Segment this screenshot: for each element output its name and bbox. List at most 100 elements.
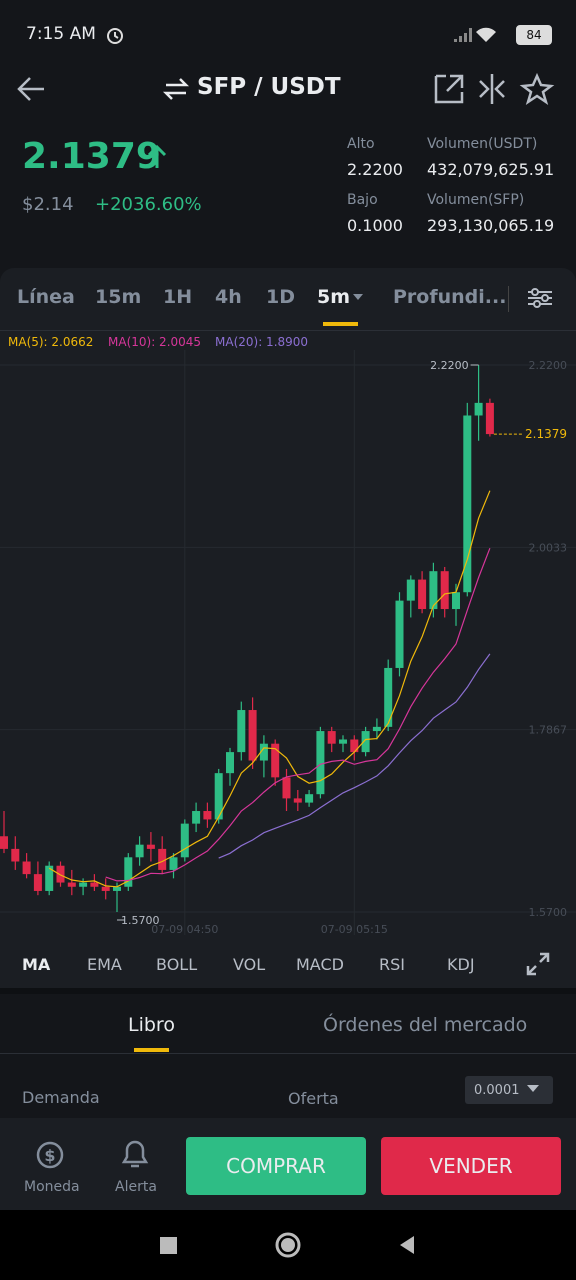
last-price: 2.1379 (22, 136, 161, 177)
candle-body (124, 857, 133, 887)
sell-button[interactable]: VENDER (381, 1137, 561, 1195)
candle-body (11, 848, 20, 862)
chart-panel (0, 268, 576, 988)
buy-button[interactable]: COMPRAR (186, 1137, 366, 1195)
candle-body (169, 857, 178, 870)
candle-body (305, 794, 314, 803)
swap-icon[interactable] (162, 76, 190, 102)
candle-body (192, 811, 201, 824)
stat-value: 432,079,625.91 (427, 160, 555, 179)
candle-body (406, 579, 415, 601)
up-arrow (147, 144, 167, 168)
interval-tab[interactable]: Línea (17, 286, 75, 308)
alert-label: Alerta (115, 1179, 157, 1195)
nav-buttons[interactable] (150, 1226, 420, 1264)
interval-tab[interactable]: 4h (215, 286, 242, 308)
candle-body (67, 882, 76, 887)
bid-label: Demanda (22, 1088, 100, 1107)
candle-body (429, 571, 438, 610)
interval-tab[interactable]: Profundi... (393, 286, 507, 308)
step-select[interactable] (465, 1076, 553, 1104)
interval-tab[interactable]: 15m (95, 286, 142, 308)
interval-tab[interactable]: 1H (163, 286, 193, 308)
ma-line (48, 490, 491, 888)
settings-icon[interactable] (526, 286, 554, 310)
indicator-tab[interactable]: MA (22, 955, 51, 974)
ma-line (105, 547, 491, 882)
coin-icon[interactable]: $ (33, 1138, 67, 1172)
indicator-tab[interactable]: RSI (379, 955, 405, 974)
interval-tab[interactable]: 1D (266, 286, 295, 308)
candle-body (56, 865, 65, 883)
candle-body (33, 874, 42, 891)
ma-line (218, 653, 491, 859)
candle-body (45, 865, 54, 891)
stat-value: 0.1000 (347, 216, 403, 235)
x-tick-label: 07-09 05:15 (321, 923, 388, 936)
coin-label: Moneda (24, 1179, 80, 1195)
candle-body (90, 882, 99, 887)
dropdown-caret (527, 1085, 539, 1092)
indicator-tab[interactable]: MACD (296, 955, 344, 974)
indicator-tab[interactable]: EMA (87, 955, 122, 974)
candle-body (271, 743, 280, 778)
candle-body (395, 600, 404, 668)
candle-body (214, 773, 223, 820)
indicator-tab[interactable]: BOLL (156, 955, 198, 974)
book-tab[interactable]: Libro (128, 1014, 175, 1036)
fiat-price: $2.14 (22, 194, 74, 215)
book-tab[interactable]: Órdenes del mercado (323, 1014, 528, 1036)
candle-body (418, 579, 427, 610)
legend-entry: MA(10): 2.0045 (108, 335, 201, 349)
candle-body (135, 844, 144, 858)
tab-underline (134, 1048, 169, 1052)
candle-body (146, 844, 155, 849)
stat-value: 2.2200 (347, 160, 403, 179)
candle-body (79, 882, 88, 887)
header-actions[interactable] (432, 72, 556, 106)
candle-body (259, 743, 268, 761)
battery: 84 (516, 25, 552, 45)
candle-body (474, 402, 483, 416)
candle-body (203, 811, 212, 820)
candle-body (463, 415, 472, 593)
back-button[interactable] (14, 72, 50, 106)
fullscreen-icon[interactable] (526, 952, 550, 976)
dropdown-caret (353, 294, 363, 300)
candle-body (0, 836, 8, 849)
pair-title: SFP / USDT (197, 74, 341, 100)
stat-value: 293,130,065.19 (427, 216, 555, 235)
indicator-tab[interactable]: VOL (233, 955, 266, 974)
candle-body (339, 739, 347, 744)
interval-tab[interactable]: 5m (317, 286, 351, 308)
alert-icon[interactable] (118, 1136, 152, 1172)
candlestick-chart: MA(5): 2.0662 MA(10): 2.0045 MA(20): 1.890… (0, 335, 576, 936)
tab-underline (323, 322, 358, 326)
step-value: 0.0001 (474, 1083, 520, 1098)
indicator-tab[interactable]: KDJ (447, 955, 475, 974)
candle-body (22, 861, 31, 875)
y-tick-label: 2.0033 (529, 541, 568, 554)
candle-body (327, 731, 336, 744)
separator (0, 988, 576, 994)
candle-body (282, 777, 291, 799)
divider (508, 286, 509, 312)
signal-icons (454, 27, 496, 42)
x-tick-label: 07-09 04:50 (151, 923, 218, 936)
candle-body (248, 710, 257, 761)
change-percent: +2036.60% (95, 194, 202, 215)
candle-body (113, 886, 121, 891)
candle-body (158, 848, 167, 870)
candle-body (101, 886, 110, 891)
candle-body (372, 726, 381, 732)
alarm-icon (107, 28, 123, 44)
svg-text:$: $ (44, 1146, 55, 1165)
max-label: 2.2200 (430, 359, 469, 372)
y-tick-label: 2.2200 (529, 359, 568, 372)
y-tick-label: 1.5700 (529, 906, 568, 919)
candle-body (316, 731, 325, 795)
last-price-label: 2.1379 (525, 427, 567, 441)
legend-entry: MA(20): 1.8900 (215, 335, 308, 349)
candle-body (384, 667, 393, 727)
